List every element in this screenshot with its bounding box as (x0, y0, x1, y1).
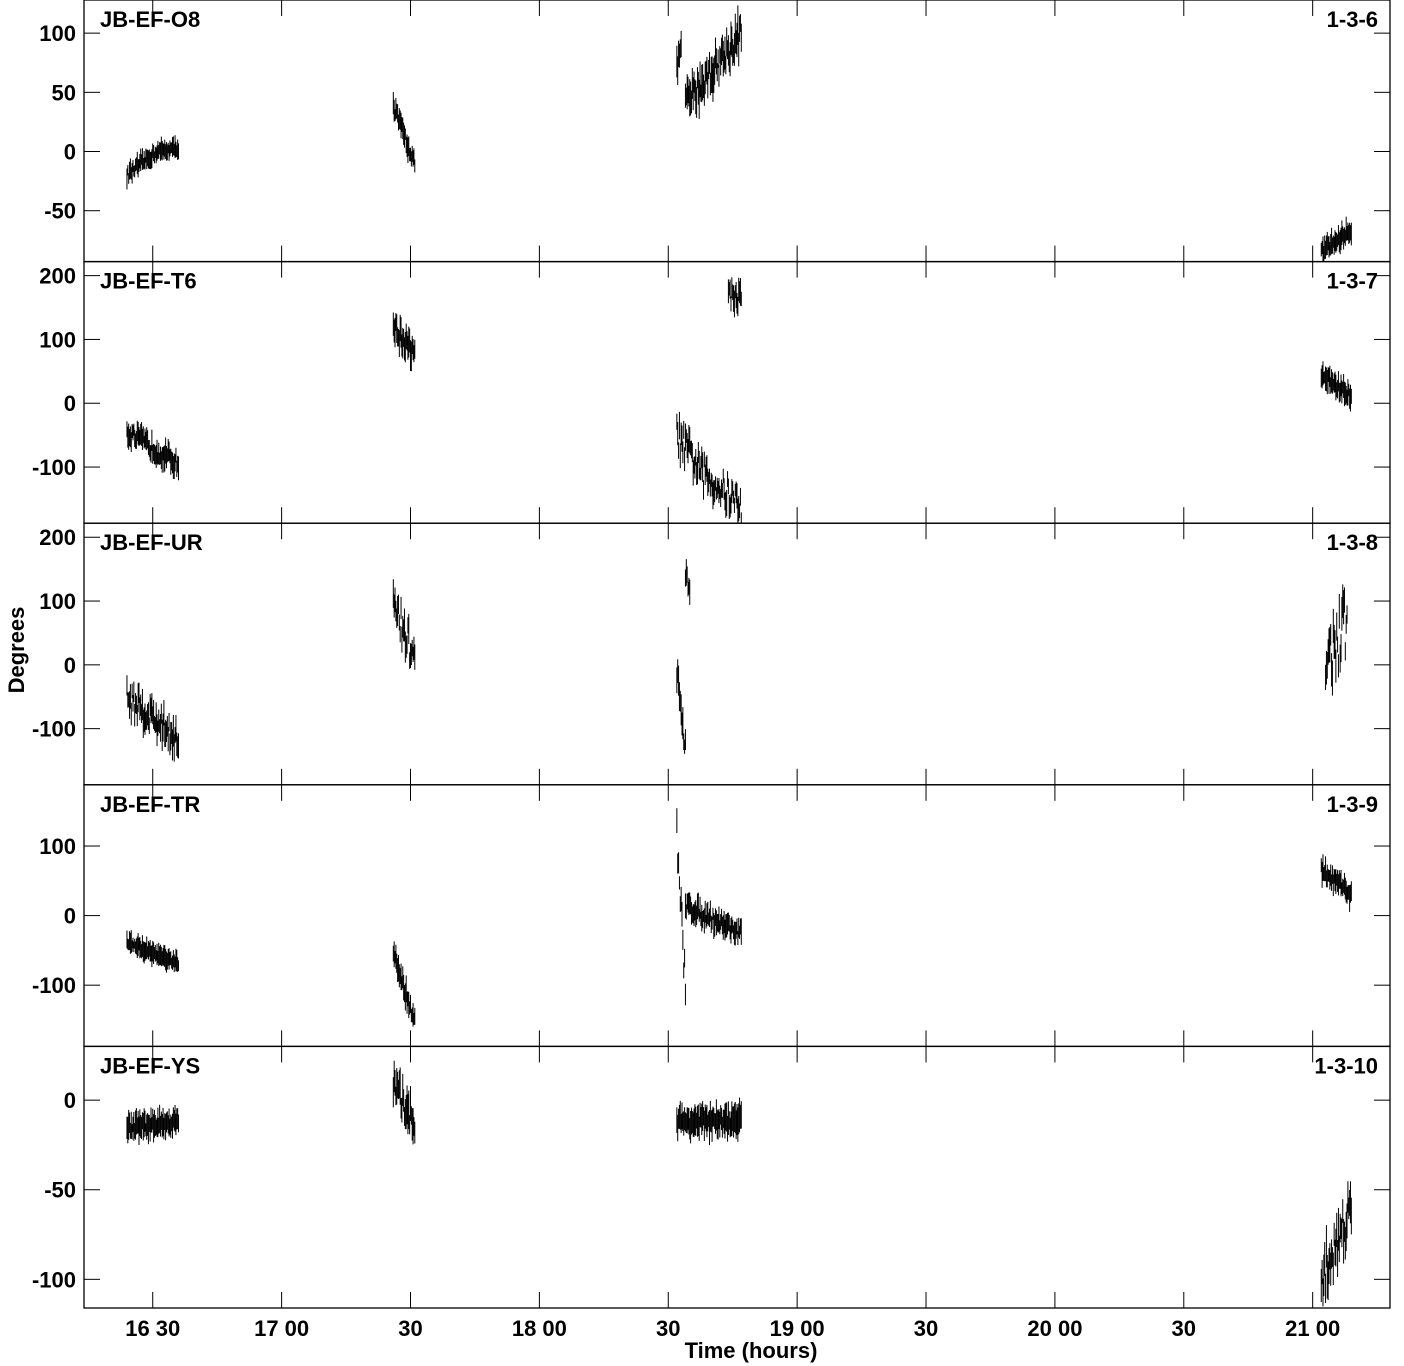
panel: 200 100 0 -100 JB-EF-T6 1-3-7 (32, 260, 1391, 524)
panel-frame (83, 522, 1391, 786)
y-tick-label: -100 (32, 1267, 76, 1292)
panel-data (126, 808, 1352, 1027)
y-tick-label: 50 (52, 80, 76, 105)
panel: 100 0 -100 JB-EF-TR 1-3-9 (32, 784, 1391, 1048)
chart-panels: 100 50 0 -50 JB-EF-O8 1-3-6 200 100 0 -100 JB-EF-T… (32, 0, 1391, 1309)
y-tick-label: 0 (64, 140, 76, 165)
x-tick-label: 30 (656, 1316, 680, 1341)
y-tick-label: 100 (39, 589, 76, 614)
baseline-label: JB-EF-TR (100, 792, 200, 817)
baseline-label: JB-EF-T6 (100, 269, 197, 294)
y-tick-label: 0 (64, 653, 76, 678)
baseline-label: JB-EF-O8 (100, 7, 200, 32)
x-tick-label: 16 30 (125, 1316, 180, 1341)
panel: 0 -50 -100 JB-EF-YS 1-3-10 (32, 1045, 1391, 1309)
y-tick-label: 200 (39, 525, 76, 550)
panel-data (126, 277, 1352, 524)
baseline-label: JB-EF-YS (100, 1053, 200, 1078)
panel-code-label: 1-3-7 (1327, 269, 1378, 294)
panel-code-label: 1-3-9 (1327, 792, 1378, 817)
panel-code-label: 1-3-10 (1314, 1053, 1378, 1078)
x-axis: 16 30 17 00 30 18 00 30 19 00 30 20 00 30 21 00 (125, 1316, 1340, 1341)
panel-data (126, 559, 1348, 762)
y-tick-label: 0 (64, 1088, 76, 1113)
y-tick-label: -50 (44, 199, 76, 224)
y-tick-label: 200 (39, 264, 76, 289)
x-tick-label: 17 00 (254, 1316, 309, 1341)
x-tick-label: 30 (914, 1316, 938, 1341)
y-tick-label: -100 (32, 717, 76, 742)
y-tick-label: -100 (32, 973, 76, 998)
panel-frame (83, 1045, 1391, 1309)
x-tick-label: 19 00 (770, 1316, 825, 1341)
panel-data (126, 5, 1352, 262)
panel: 100 50 0 -50 JB-EF-O8 1-3-6 (39, 0, 1391, 263)
x-tick-label: 30 (398, 1316, 422, 1341)
y-tick-label: 100 (39, 327, 76, 352)
panel-frame (83, 784, 1391, 1048)
x-tick-label: 18 00 (512, 1316, 567, 1341)
y-tick-label: 0 (64, 904, 76, 929)
panel-code-label: 1-3-6 (1327, 7, 1378, 32)
panel: 200 100 0 -100 JB-EF-UR 1-3-8 (32, 522, 1391, 786)
baseline-label: JB-EF-UR (100, 530, 203, 555)
y-tick-label: 0 (64, 391, 76, 416)
x-tick-label: 20 00 (1027, 1316, 1082, 1341)
y-tick-label: -50 (44, 1178, 76, 1203)
y-axis-title: Degrees (4, 607, 29, 694)
x-axis-title: Time (hours) (685, 1338, 818, 1363)
panel-code-label: 1-3-8 (1327, 530, 1378, 555)
x-tick-label: 30 (1172, 1316, 1196, 1341)
y-tick-label: -100 (32, 455, 76, 480)
y-tick-label: 100 (39, 834, 76, 859)
x-tick-label: 21 00 (1285, 1316, 1340, 1341)
y-tick-label: 100 (39, 21, 76, 46)
panel-data (126, 1060, 1352, 1307)
